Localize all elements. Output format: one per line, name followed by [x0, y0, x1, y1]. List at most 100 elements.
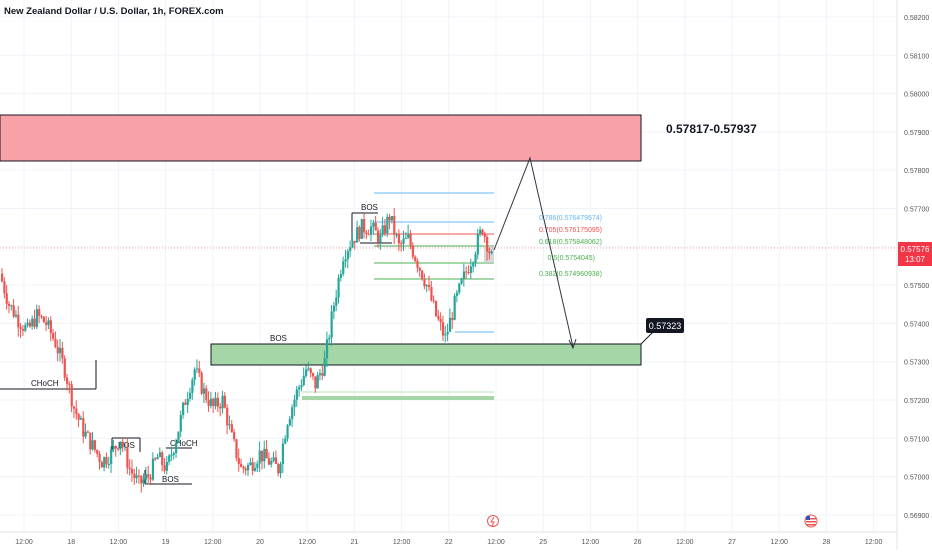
- target-callout-label: 0.57323: [649, 321, 682, 331]
- candle-body: [462, 271, 466, 279]
- candle-body: [10, 305, 13, 307]
- candle-body: [374, 222, 377, 231]
- price-tick-label: 0.58200: [904, 15, 929, 22]
- candle-body: [356, 227, 359, 243]
- candle-body: [191, 379, 194, 393]
- candle-body: [337, 277, 340, 298]
- candle-body: [434, 301, 438, 317]
- choch-label-left: CHoCH: [31, 379, 59, 388]
- candle-body: [89, 432, 92, 450]
- lightning-icon[interactable]: [487, 515, 499, 527]
- candle-body: [277, 463, 280, 474]
- candle-body: [453, 295, 456, 320]
- candle-body: [233, 432, 236, 440]
- candle-body: [198, 368, 201, 374]
- candle-body: [117, 448, 120, 450]
- candle-body: [395, 234, 398, 236]
- price-axis[interactable]: 0.58200 0.58100 0.58000 0.57900 0.57800 0.577…: [896, 0, 929, 550]
- candle-body: [35, 309, 39, 327]
- candle-body: [33, 318, 36, 327]
- candle-body: [423, 279, 426, 287]
- candle-body: [311, 373, 315, 377]
- candle-body: [414, 256, 417, 261]
- price-tick-label: 0.57500: [904, 283, 929, 290]
- candle-body: [328, 337, 331, 340]
- projection-arrowhead: [568, 338, 577, 350]
- candle-body: [388, 216, 391, 221]
- candle-body: [437, 316, 440, 320]
- candle-body: [212, 398, 215, 407]
- candle-body: [360, 219, 363, 239]
- price-tick-label: 0.57700: [904, 207, 929, 214]
- candle-body: [253, 467, 257, 471]
- price-tick-label: 0.57800: [904, 168, 929, 175]
- fib-retracement[interactable]: 0.786(0.576479574) 0.705(0.576175095) 0.…: [374, 192, 602, 333]
- price-tick-label: 0.57200: [904, 398, 929, 405]
- price-tick-label: 0.57300: [904, 360, 929, 367]
- candle-body: [21, 328, 25, 331]
- bos-label-1: BOS: [118, 441, 135, 450]
- time-tick-label: 27: [728, 539, 736, 546]
- time-tick-label: 19: [162, 539, 170, 546]
- current-price-tag[interactable]: [898, 242, 932, 266]
- candle-body: [455, 292, 459, 296]
- candle-body: [267, 458, 271, 465]
- projection-path[interactable]: [493, 156, 574, 348]
- time-tick-label: 26: [634, 539, 642, 546]
- candle-body: [61, 347, 64, 359]
- fib-label-618: 0.618(0.575848062): [539, 239, 602, 246]
- candle-body: [209, 398, 213, 406]
- price-tick-label: 0.57900: [904, 130, 929, 137]
- candle-body: [3, 281, 6, 294]
- candle-body: [305, 369, 308, 376]
- candle-body: [26, 322, 29, 326]
- candle-body: [307, 368, 310, 370]
- time-tick-label: 22: [445, 539, 453, 546]
- price-tick-label: 0.57400: [904, 321, 929, 328]
- candle-body: [77, 414, 80, 420]
- candle-body: [49, 320, 52, 334]
- candle-body: [279, 464, 282, 474]
- candle-body: [390, 216, 394, 221]
- candle-body: [42, 316, 45, 323]
- candle-body: [365, 232, 368, 235]
- candle-body: [38, 309, 41, 316]
- candle-body: [451, 317, 454, 320]
- candle-body: [383, 225, 387, 234]
- candle-body: [483, 234, 486, 238]
- candle-body: [309, 368, 312, 374]
- fib-label-5: 0.5(0.5754045): [548, 255, 595, 262]
- candle-body: [200, 373, 203, 394]
- candle-body: [182, 402, 185, 415]
- minor-demand-band: [302, 396, 494, 400]
- candle-body: [214, 397, 217, 407]
- supply-zone[interactable]: [0, 114, 642, 162]
- time-tick-label: 18: [67, 539, 75, 546]
- candle-body: [216, 397, 220, 407]
- candle-body: [251, 462, 254, 471]
- structure-lines: [0, 212, 392, 485]
- candle-body: [298, 387, 301, 390]
- candle-body: [432, 300, 435, 302]
- time-tick-label: 12:00: [298, 539, 316, 546]
- time-axis[interactable]: 12:00 18 12:00 19 12:00 20 12:00 21 12:00 22 12:00…: [0, 531, 897, 546]
- candle-body: [59, 347, 62, 354]
- candle-body: [318, 373, 322, 376]
- candle-body: [460, 278, 463, 284]
- candle-body: [393, 216, 396, 235]
- candle-body: [386, 216, 389, 234]
- candle-body: [288, 419, 291, 426]
- candle-body: [404, 237, 408, 239]
- candle-body: [425, 284, 428, 287]
- candle-body: [272, 457, 275, 461]
- demand-zone[interactable]: [210, 343, 642, 366]
- us-flag-icon[interactable]: [804, 514, 818, 528]
- candle-body: [237, 458, 240, 464]
- price-tick-label: 0.57100: [904, 436, 929, 443]
- candle-body: [458, 283, 461, 293]
- candle-body: [291, 407, 294, 420]
- candle-body: [205, 388, 208, 401]
- candle-body: [363, 219, 366, 233]
- candle-body: [349, 247, 352, 252]
